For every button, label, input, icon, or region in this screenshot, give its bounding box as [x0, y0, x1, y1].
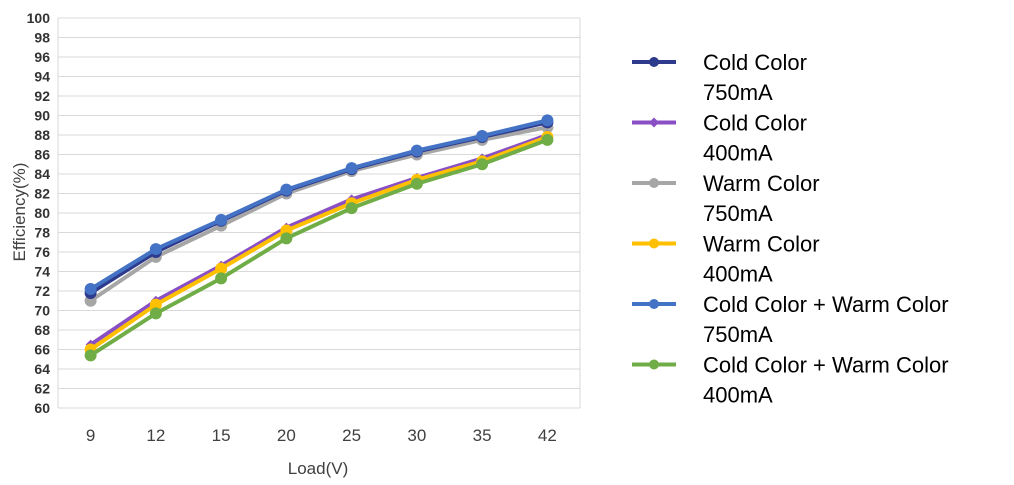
y-tick-label: 72 — [34, 283, 50, 299]
legend-label: 750mA — [703, 322, 773, 347]
y-tick-label: 94 — [34, 69, 50, 85]
y-tick-label: 88 — [34, 127, 50, 143]
data-point — [541, 134, 553, 146]
y-tick-label: 68 — [34, 322, 50, 338]
y-tick-label: 64 — [34, 361, 50, 377]
legend-item: Cold Color 400mA — [632, 111, 807, 166]
legend-label: Warm Color — [703, 232, 820, 257]
series-layer — [85, 114, 554, 361]
y-tick-label: 98 — [34, 30, 50, 46]
y-tick-label: 96 — [34, 49, 50, 65]
y-tick-label: 90 — [34, 108, 50, 124]
legend-item: Warm Color 750mA — [632, 171, 820, 226]
legend-label: 400mA — [703, 383, 773, 408]
legend-label: Warm Color — [703, 171, 820, 196]
legend-item: Cold Color + Warm Color 750mA — [632, 292, 949, 347]
data-point — [346, 162, 358, 174]
legend-label: Cold Color — [703, 50, 807, 75]
legend-label: 400mA — [703, 262, 773, 287]
y-tick-label: 62 — [34, 381, 50, 397]
data-point — [411, 178, 423, 190]
data-point — [346, 202, 358, 214]
series-5 — [85, 114, 554, 295]
data-point — [215, 214, 227, 226]
data-point — [476, 130, 488, 142]
legend-label: 750mA — [703, 201, 773, 226]
legend-item: Cold Color 750mA — [632, 50, 807, 105]
x-tick-label: 9 — [86, 426, 95, 445]
legend-marker — [649, 239, 659, 249]
data-point — [85, 349, 97, 361]
data-point — [150, 243, 162, 255]
x-tick-label: 25 — [342, 426, 361, 445]
data-point — [215, 272, 227, 284]
y-tick-label: 78 — [34, 225, 50, 241]
legend-label: 400mA — [703, 141, 773, 166]
x-tick-label: 35 — [473, 426, 492, 445]
data-point — [150, 307, 162, 319]
x-axis-ticks: 9 12 15 20 25 30 35 42 — [86, 426, 557, 445]
y-tick-label: 80 — [34, 205, 50, 221]
legend-item: Cold Color + Warm Color 400mA — [632, 353, 949, 408]
data-point — [541, 114, 553, 126]
x-tick-label: 30 — [407, 426, 426, 445]
legend-label: Cold Color — [703, 111, 807, 136]
legend-label: Cold Color + Warm Color — [703, 353, 949, 378]
legend-item: Warm Color 400mA — [632, 232, 820, 287]
data-point — [85, 283, 97, 295]
series-line — [91, 122, 548, 293]
series-line — [91, 120, 548, 289]
y-tick-label: 100 — [27, 10, 51, 26]
data-point — [411, 145, 423, 157]
legend-marker — [649, 299, 659, 309]
y-tick-label: 70 — [34, 303, 50, 319]
y-tick-label: 84 — [34, 166, 50, 182]
y-tick-label: 82 — [34, 186, 50, 202]
legend-label: Cold Color + Warm Color — [703, 292, 949, 317]
y-tick-label: 86 — [34, 147, 50, 163]
x-tick-label: 12 — [146, 426, 165, 445]
legend-marker — [649, 118, 659, 128]
legend-marker — [649, 57, 659, 67]
legend-label: 750mA — [703, 80, 773, 105]
y-tick-label: 74 — [34, 264, 50, 280]
x-tick-label: 15 — [212, 426, 231, 445]
legend-marker — [649, 178, 659, 188]
y-tick-label: 92 — [34, 88, 50, 104]
x-tick-label: 42 — [538, 426, 557, 445]
y-tick-label: 76 — [34, 244, 50, 260]
y-tick-label: 66 — [34, 342, 50, 358]
legend-marker — [649, 360, 659, 370]
x-axis-label: Load(V) — [288, 459, 348, 478]
x-tick-label: 20 — [277, 426, 296, 445]
data-point — [280, 184, 292, 196]
y-axis-label: Efficiency(%) — [10, 163, 29, 262]
y-axis-ticks: 60 62 64 66 68 70 72 74 76 78 80 82 84 86 88 90 92 94 96 98… — [27, 10, 51, 416]
y-tick-label: 60 — [34, 400, 50, 416]
data-point — [280, 232, 292, 244]
data-point — [476, 158, 488, 170]
